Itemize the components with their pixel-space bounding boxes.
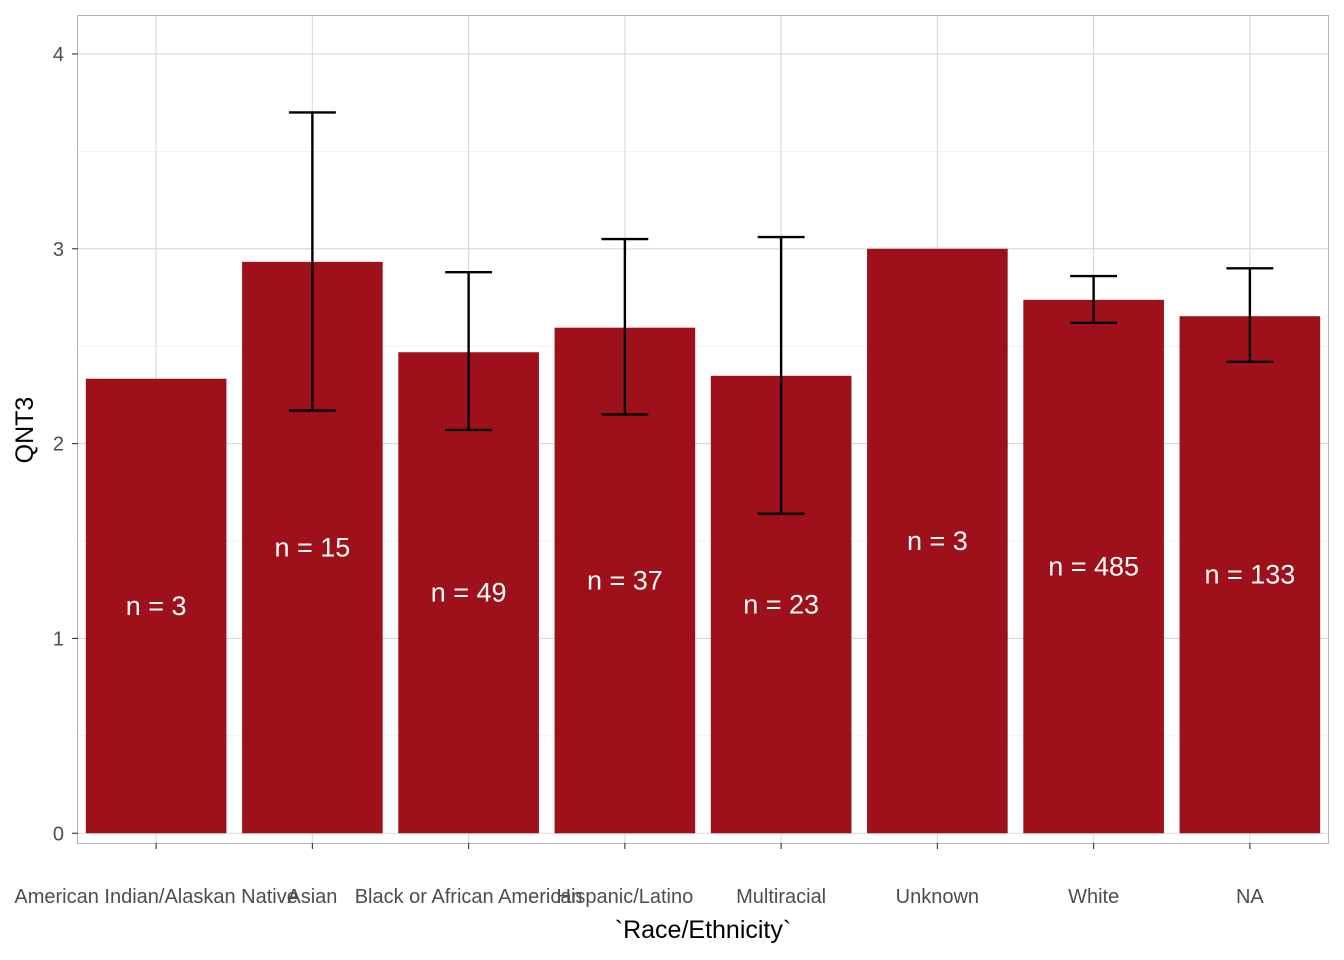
bar-count-label: n = 133 [1204, 560, 1295, 590]
x-tick-label: NA [1236, 886, 1264, 908]
bar-count-label: n = 37 [587, 565, 663, 595]
bar-count-label: n = 23 [743, 590, 819, 620]
y-axis-title: QNT3 [11, 397, 39, 464]
bar [398, 352, 539, 834]
y-tick-label: 1 [53, 628, 64, 650]
bar [867, 248, 1008, 834]
bar-count-label: n = 3 [126, 591, 187, 621]
x-tick-label: Asian [287, 886, 337, 908]
bars-layer [85, 248, 1321, 834]
bar [1179, 316, 1321, 834]
bar [85, 378, 227, 834]
y-tick-label: 0 [53, 823, 64, 845]
bar [1023, 299, 1164, 834]
bar-count-label: n = 15 [274, 533, 350, 563]
x-tick-label: Hispanic/Latino [557, 886, 694, 908]
x-tick-label: White [1068, 886, 1119, 908]
y-axis-ticks: 0 1 2 3 4 [53, 44, 78, 845]
x-tick-label: Unknown [896, 886, 979, 908]
x-tick-label: American Indian/Alaskan Native [14, 886, 297, 908]
panel-border [77, 15, 1329, 844]
x-tick-label: Multiracial [736, 886, 826, 908]
y-tick-label: 3 [53, 239, 64, 261]
bar-count-label: n = 485 [1048, 552, 1139, 582]
bar-count-label: n = 49 [431, 578, 507, 608]
x-tick-label: Black or African American [355, 886, 583, 908]
bar-labels-layer: n = 3 n = 15 n = 49 n = 37 n = 23 n = 3 n = 48… [126, 526, 1296, 621]
errorbars-layer [288, 111, 1274, 515]
y-tick-label: 4 [53, 44, 64, 66]
x-axis-title: `Race/Ethnicity` [615, 916, 791, 944]
y-tick-label: 2 [53, 434, 64, 456]
bar-count-label: n = 3 [907, 526, 968, 556]
